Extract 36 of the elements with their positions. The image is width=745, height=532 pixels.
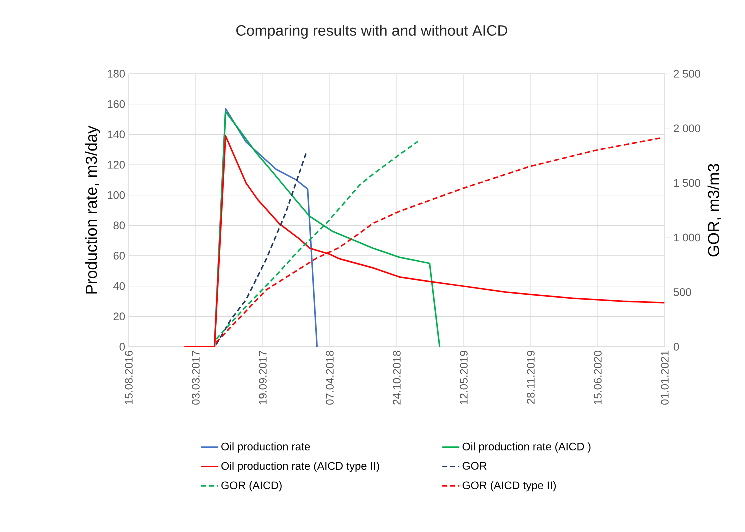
y2-tick-label: 500 [674,288,692,296]
legend-label: Oil production rate (AICD ) [462,442,591,453]
y-tick-label: 180 [108,70,126,78]
x-tick-label: 15.06.2020 [594,350,602,405]
y-tick-label: 80 [114,222,126,230]
x-tick-label: 03.03.2017 [192,351,200,405]
y2-tick-label: 2 500 [674,70,700,78]
legend-label: Oil production rate [222,442,310,453]
y2-tick-label: 2 000 [674,124,700,132]
y-tick-label: 20 [114,312,126,321]
y-tick-label: 40 [114,282,126,290]
y2-axis-title: GOR, m3/m3 [708,164,722,257]
y2-tick-label: 1 500 [674,179,700,188]
y-tick-label: 160 [108,100,126,108]
y-tick-label: 0 [120,343,126,351]
legend-label: GOR (AICD type II) [462,481,556,492]
y-tick-label: 60 [114,252,126,260]
line-series [216,152,308,346]
x-tick-label: 15.08.2016 [125,351,133,405]
line-series [214,111,441,347]
x-tick-label: 28.11.2019 [527,351,535,404]
legend-label: GOR [462,462,487,470]
y-tick-label: 100 [108,191,126,200]
legend-label: Oil production rate (AICD type II) [222,462,380,472]
x-tick-label: 12.05.2019 [460,351,468,405]
chart-title: Comparing results with and without AICD [236,25,508,39]
y2-tick-label: 1 000 [674,234,700,242]
y-tick-label: 140 [108,130,126,139]
y2-tick-label: 0 [674,343,680,351]
x-tick-label: 01.01.2021 [661,351,669,405]
x-tick-label: 24.10.2018 [393,351,401,405]
y-tick-label: 120 [108,161,126,169]
y-axis-title: Production rate, m3/day [86,126,100,294]
x-tick-label: 19.09.2017 [259,351,267,405]
x-tick-label: 07.04.2018 [326,351,334,405]
legend-label: GOR (AICD) [222,481,282,492]
